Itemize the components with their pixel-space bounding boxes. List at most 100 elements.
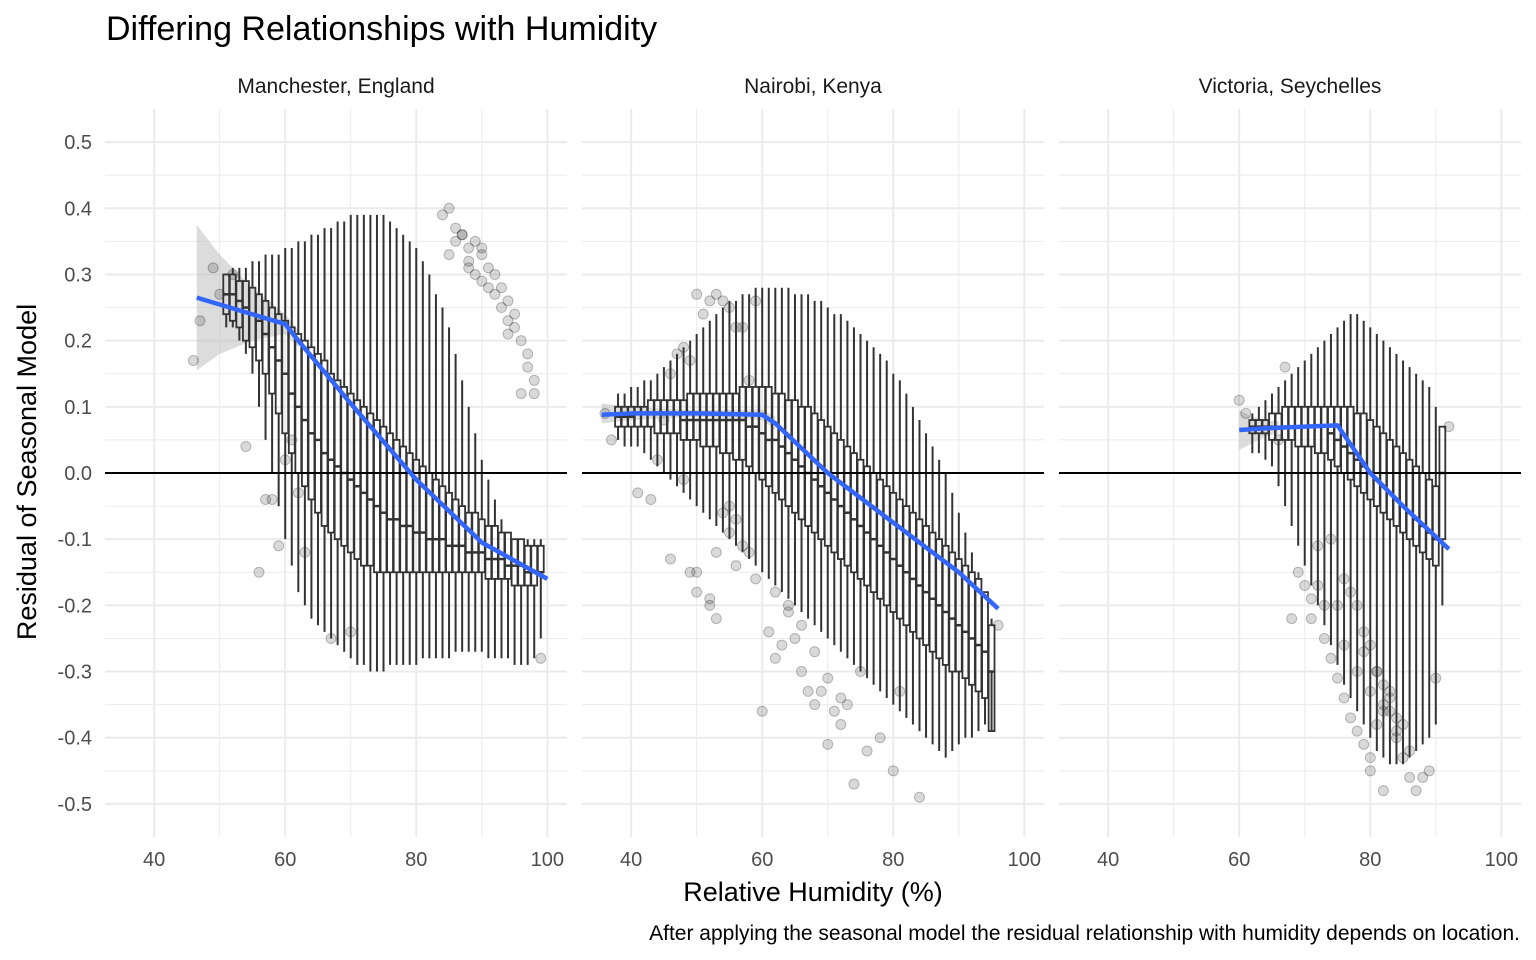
outlier-point (482, 282, 494, 294)
facet-strip-label: Nairobi, Kenya (744, 75, 882, 98)
outlier-point (194, 315, 206, 327)
outlier-point (691, 586, 703, 598)
box-iqr (1392, 445, 1401, 527)
boxplot (471, 433, 480, 652)
outlier-point (1286, 613, 1298, 625)
boxplot (1366, 327, 1375, 738)
y-tick-label: -0.4 (58, 728, 92, 750)
box-iqr (771, 392, 780, 494)
outlier-point (509, 308, 521, 320)
trend-line (196, 295, 549, 581)
box-iqr (307, 346, 316, 501)
outlier-point (266, 493, 278, 505)
boxplot (366, 214, 375, 672)
boxplot (771, 287, 780, 586)
boxplot (274, 254, 283, 507)
boxplot (504, 531, 512, 659)
outlier-point (645, 493, 657, 505)
box-iqr (751, 386, 760, 474)
outlier-point (1364, 752, 1376, 764)
y-tick-label: 0.5 (64, 132, 92, 154)
outlier-point (1410, 785, 1422, 797)
trend-line (601, 411, 1000, 611)
box-iqr (882, 485, 891, 607)
boxplot (1438, 425, 1447, 606)
boxplot (392, 228, 401, 665)
box-iqr (1281, 405, 1289, 441)
outlier-point (809, 699, 821, 711)
boxplot (902, 393, 911, 718)
box-iqr (366, 412, 375, 567)
boxplot (1340, 320, 1348, 685)
boxplot (764, 287, 773, 579)
outlier-point (835, 692, 847, 704)
outlier-point (1423, 765, 1435, 777)
outlier-point (632, 487, 644, 499)
box-iqr (974, 577, 983, 693)
outlier-point (1305, 593, 1317, 605)
outlier-point (1325, 652, 1337, 664)
box-iqr (530, 544, 539, 587)
boxplot (445, 327, 453, 659)
boxplot (705, 320, 714, 520)
outlier-point (874, 732, 886, 744)
outlier-point (796, 666, 808, 678)
y-tick-label: 0.3 (64, 264, 92, 286)
boxplot (909, 406, 917, 725)
boxplot (869, 347, 878, 685)
box-iqr (294, 333, 303, 474)
confidence-band (196, 224, 299, 371)
outlier-point (502, 315, 514, 327)
outlier-point (528, 388, 540, 400)
boxplot (856, 334, 865, 672)
outlier-point (802, 685, 814, 697)
boxplot (712, 314, 721, 526)
box-iqr (287, 326, 296, 455)
boxplot (1307, 353, 1316, 586)
outlier-point (756, 705, 768, 717)
outlier-point (691, 566, 703, 578)
box-iqr (314, 352, 322, 514)
boxplot (373, 214, 381, 672)
outlier-point (697, 308, 709, 320)
boxplot (261, 254, 270, 440)
boxplot (895, 380, 904, 712)
boxplot (784, 287, 793, 599)
boxplot (1333, 327, 1342, 665)
x-tick-label: 100 (531, 849, 564, 871)
boxplot (948, 492, 957, 751)
boxplot (1287, 373, 1296, 526)
boxplot (418, 261, 427, 659)
boxplot (876, 353, 885, 692)
box-iqr (850, 452, 858, 574)
outlier-point (443, 202, 455, 214)
boxplot (307, 234, 316, 619)
outlier-point (463, 262, 475, 274)
outlier-point (260, 493, 272, 505)
box-iqr (1386, 439, 1394, 521)
outlier-point (730, 560, 742, 572)
box-iqr (1287, 405, 1296, 441)
box-iqr (902, 505, 911, 627)
boxplot (1248, 413, 1257, 454)
chart-title: Differing Relationships with Humidity (106, 10, 657, 48)
box-iqr (327, 372, 335, 534)
outlier-point (443, 249, 455, 261)
outlier-point (835, 718, 847, 730)
box-iqr (301, 339, 309, 488)
outlier-point (776, 639, 788, 651)
y-tick-label: -0.2 (58, 595, 92, 617)
box-iqr (1425, 478, 1434, 560)
outlier-point (1351, 725, 1363, 737)
boxplot (491, 499, 499, 659)
outlier-point (207, 262, 219, 274)
outlier-point (1377, 785, 1389, 797)
box-iqr (379, 425, 388, 574)
outlier-point (1364, 765, 1376, 777)
outlier-point (828, 705, 840, 717)
outlier-point (704, 295, 716, 307)
boxplot (646, 380, 655, 460)
x-tick-label: 60 (1228, 849, 1250, 871)
outlier-point (1233, 394, 1245, 406)
